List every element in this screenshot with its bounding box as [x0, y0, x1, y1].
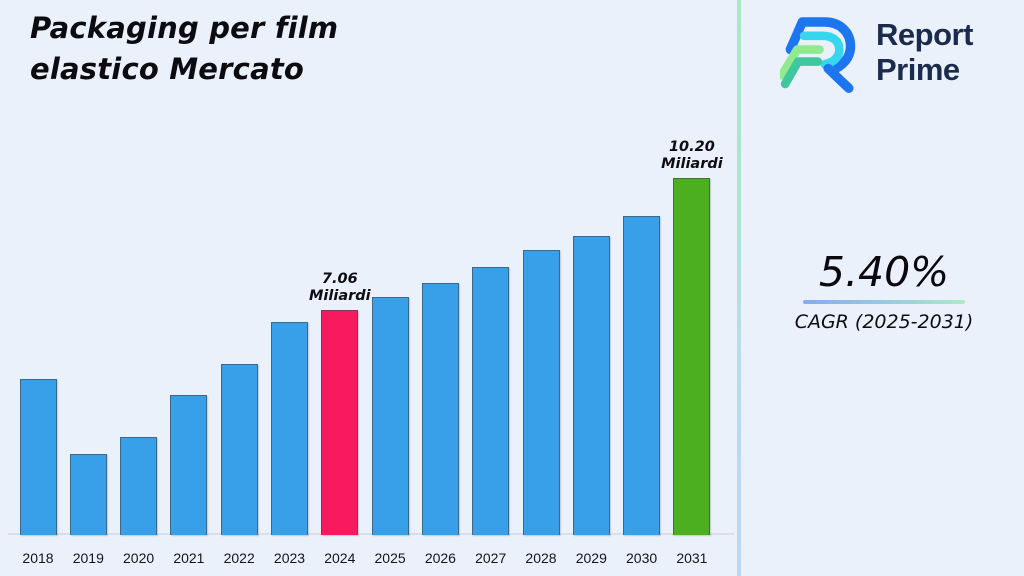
x-tick-2018: 2018 — [22, 550, 54, 566]
bar-2020 — [120, 437, 158, 535]
section-divider — [737, 0, 741, 576]
x-tick-2019: 2019 — [72, 550, 104, 566]
x-tick-2025: 2025 — [374, 550, 406, 566]
bar-2029 — [572, 236, 610, 535]
bar-value-label-2024: 7.06 Miliardi — [308, 270, 371, 304]
x-tick-2024: 2024 — [324, 550, 356, 566]
bar-2022 — [220, 364, 258, 535]
x-axis-line — [8, 533, 734, 535]
brand-name-line1: Report — [876, 17, 973, 53]
cagr-block: 5.40% CAGR (2025-2031) — [784, 248, 984, 333]
report-prime-logo: Report Prime — [780, 10, 973, 96]
bar-2026 — [421, 283, 459, 535]
bar-2021 — [170, 395, 208, 535]
x-tick-2022: 2022 — [223, 550, 255, 566]
x-tick-2023: 2023 — [273, 550, 306, 566]
x-tick-2031: 2031 — [676, 550, 708, 566]
brand-name-line2: Prime — [876, 52, 960, 87]
bar-2028 — [522, 250, 560, 535]
chart-title-line2: elastico Mercato — [30, 51, 305, 86]
chart-title: Packaging per film elastico Mercato — [30, 8, 338, 89]
bar-2031 — [673, 178, 711, 535]
bar-2025 — [371, 297, 409, 535]
chart-title-line1: Packaging per film — [30, 11, 339, 45]
bar-chart: 2018 2019 2020 2021 2022 2023 2024 7.06 Miliardi… — [8, 138, 734, 566]
x-tick-2021: 2021 — [173, 550, 205, 566]
x-tick-2030: 2030 — [626, 550, 658, 566]
report-prime-logo-icon — [780, 17, 856, 93]
bar-2027 — [472, 267, 510, 535]
x-tick-2020: 2020 — [123, 550, 155, 566]
cagr-underline — [803, 300, 965, 304]
x-tick-2027: 2027 — [475, 550, 507, 566]
x-tick-2029: 2029 — [575, 550, 607, 566]
bar-2023 — [271, 322, 308, 535]
x-tick-2026: 2026 — [424, 550, 456, 566]
cagr-label: CAGR (2025-2031) — [794, 311, 974, 333]
bar-2030 — [623, 216, 661, 535]
bar-2018 — [19, 379, 57, 535]
bar-value-label-2031: 10.20 Miliardi — [661, 138, 723, 172]
bar-2024 — [321, 310, 359, 535]
brand-name: Report Prime — [876, 18, 973, 87]
bar-2019 — [69, 454, 107, 535]
cagr-value: 5.40% — [818, 248, 950, 296]
x-tick-2028: 2028 — [525, 550, 557, 566]
